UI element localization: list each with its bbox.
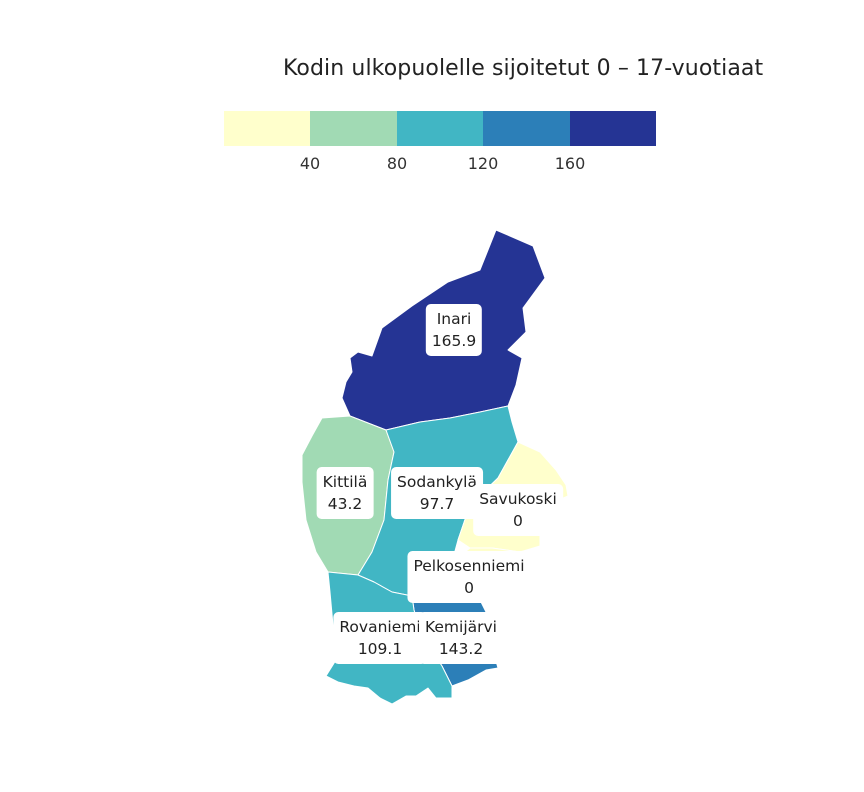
label-savukoski: Savukoski 0 [473, 484, 563, 536]
legend-tick: 40 [299, 154, 321, 173]
label-pelkosenniemi: Pelkosenniemi 0 [407, 551, 531, 603]
region-value: 143.2 [438, 640, 484, 658]
region-name: Inari [436, 310, 472, 328]
region-name: Savukoski [479, 490, 557, 508]
region-name: Sodankylä [397, 473, 477, 491]
color-legend [224, 111, 657, 146]
region-value: 165.9 [431, 332, 477, 350]
region-value: 0 [464, 579, 474, 597]
label-kittila: Kittilä 43.2 [316, 467, 374, 519]
label-kemijarvi: Kemijärvi 143.2 [419, 612, 503, 664]
legend-bin [569, 111, 657, 146]
legend-tick: 80 [386, 154, 408, 173]
region-value: 109.1 [357, 640, 403, 658]
label-inari: Inari 165.9 [425, 304, 483, 356]
region-name: Kittilä [322, 473, 368, 491]
region-name: Pelkosenniemi [413, 557, 525, 575]
legend-bin [483, 111, 570, 146]
region-value: 97.7 [419, 495, 455, 513]
legend-tick: 120 [467, 154, 499, 173]
label-rovaniemi: Rovaniemi 109.1 [333, 612, 427, 664]
legend-bin [224, 111, 311, 146]
map-title: Kodin ulkopuolelle sijoitetut 0 – 17-vuo… [283, 56, 764, 81]
legend-tick: 160 [554, 154, 586, 173]
region-name: Rovaniemi [339, 618, 421, 636]
legend-bin [396, 111, 484, 146]
region-value: 0 [513, 512, 523, 530]
label-sodankyla: Sodankylä 97.7 [391, 467, 483, 519]
region-value: 43.2 [327, 495, 363, 513]
legend-bin [310, 111, 397, 146]
region-name: Kemijärvi [425, 618, 497, 636]
